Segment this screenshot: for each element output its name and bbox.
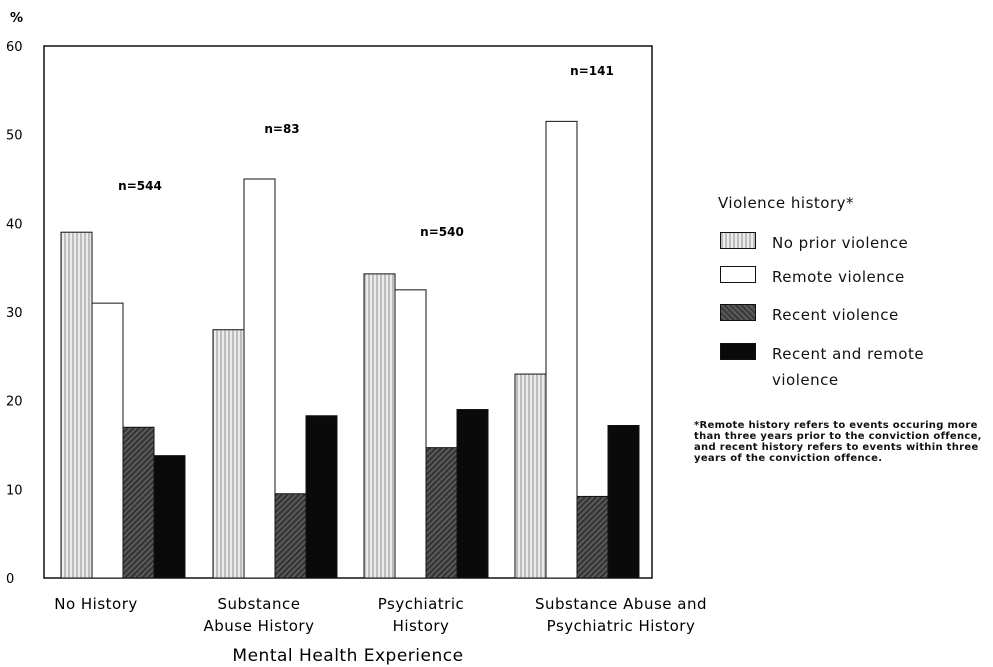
x-category-label: Psychiatric History [547,617,696,635]
bar [545,120,578,579]
legend-swatch-hatch [720,232,756,249]
x-category-label: Substance Abuse and [535,595,707,613]
bars [60,120,640,579]
x-axis-title: Mental Health Experience [232,646,463,666]
sample-size-label: n=544 [118,179,162,193]
legend-label: Recent and remote violence [772,345,925,389]
y-tick-label: 30 [6,306,23,321]
bar [576,495,609,579]
y-unit-label: % [10,11,23,26]
bar [274,493,307,579]
x-category-label: Substance [218,595,301,613]
legend-swatch-black [720,343,756,360]
x-category-label: History [393,617,450,635]
labels: % 0 10 20 30 40 50 60 n=544 No History n=83 Substan… [6,11,707,666]
axes [43,45,653,579]
bar [425,447,458,579]
legend-swatch-white [720,266,756,283]
bar [363,273,396,579]
bar [514,373,547,579]
sample-size-label: n=83 [264,122,299,136]
plot-frame [43,45,653,579]
y-tick-label: 50 [6,129,23,144]
x-category-label: Abuse History [204,617,315,635]
bar [153,455,186,579]
legend-label: No prior violence [772,234,909,252]
x-category-label: Psychiatric [378,595,465,613]
bar [243,178,276,579]
legend-title: Violence history* [718,194,855,212]
bar [212,329,245,579]
legend-label: Remote violence [772,268,905,286]
bar [60,231,93,579]
sample-size-label: n=540 [420,225,464,239]
bar [456,409,489,579]
y-tick-label: 20 [6,395,23,410]
bar [305,415,338,579]
x-category-label: No History [54,595,138,613]
legend-swatch-dark [720,304,756,321]
footnote: *Remote history refers to events occurin… [694,420,982,464]
y-tick-label: 60 [6,40,23,55]
bar [607,424,640,579]
sample-size-label: n=141 [570,64,614,78]
bar [91,302,124,579]
y-tick-label: 40 [6,217,23,232]
bar [394,289,427,579]
legend-label: Recent violence [772,306,899,324]
bar [122,426,155,579]
y-tick-label: 10 [6,483,23,498]
y-tick-label: 0 [6,572,14,587]
